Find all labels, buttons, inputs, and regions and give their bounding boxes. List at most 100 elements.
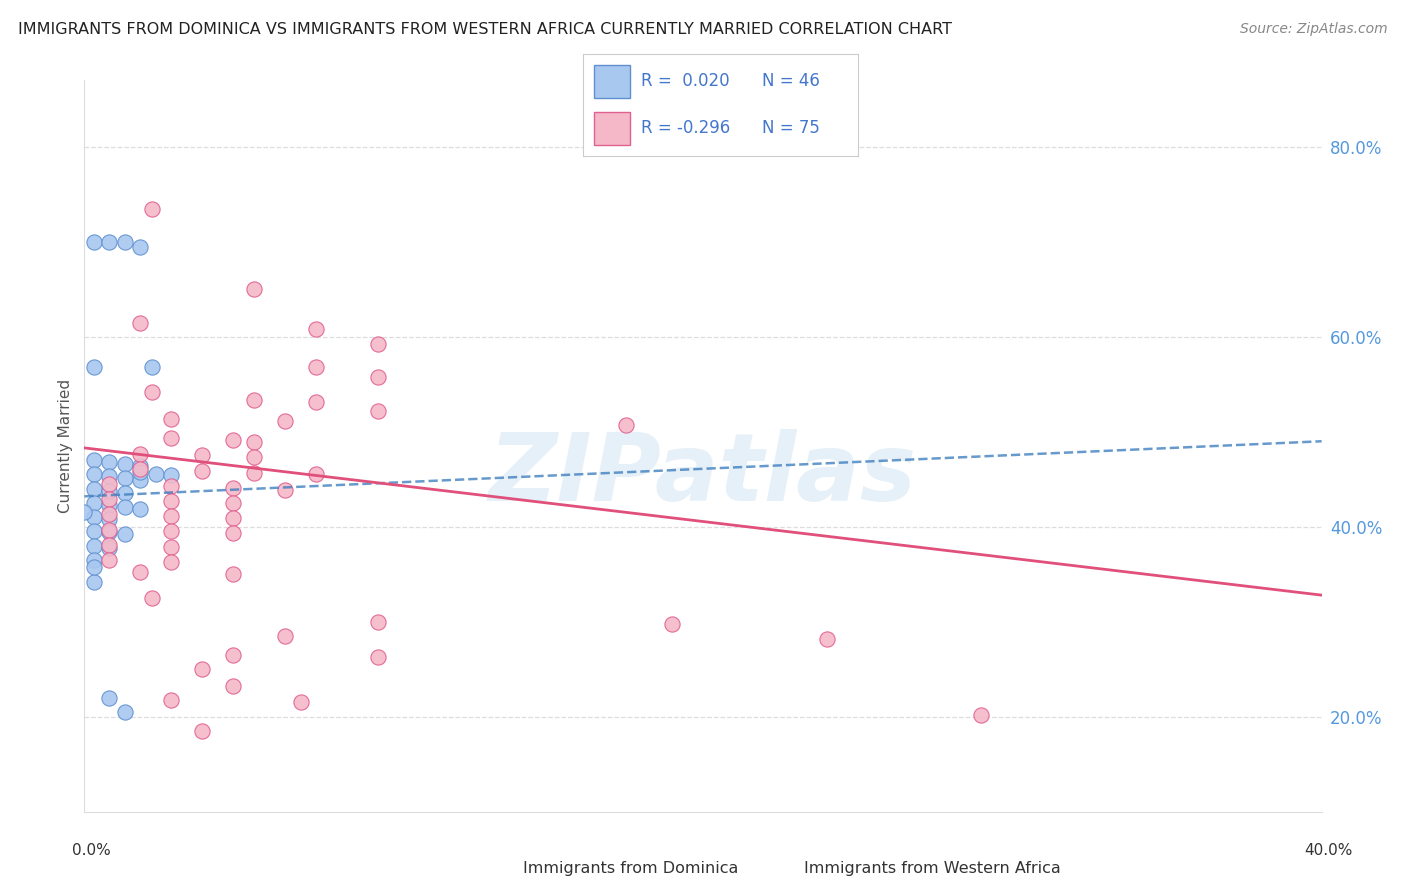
Point	[274, 629, 297, 643]
Y-axis label: Currently Married: Currently Married	[58, 379, 73, 513]
Point	[83, 510, 105, 524]
Text: R =  0.020: R = 0.020	[641, 72, 730, 90]
Point	[98, 498, 121, 512]
Point	[83, 467, 105, 482]
Text: N = 46: N = 46	[762, 72, 820, 90]
Point	[160, 692, 183, 706]
Point	[73, 506, 96, 520]
Point	[141, 202, 163, 216]
Text: ZIPatlas: ZIPatlas	[489, 429, 917, 521]
Point	[243, 435, 266, 450]
Point	[98, 538, 121, 552]
Point	[98, 541, 121, 555]
Text: Immigrants from Dominica: Immigrants from Dominica	[523, 862, 738, 876]
Point	[222, 648, 245, 662]
Point	[222, 481, 245, 495]
Point	[191, 662, 214, 676]
Point	[222, 679, 245, 693]
Point	[83, 235, 105, 249]
Text: R = -0.296: R = -0.296	[641, 120, 730, 137]
Point	[114, 500, 136, 514]
Point	[191, 723, 214, 738]
Point	[367, 404, 389, 418]
Point	[114, 235, 136, 249]
Point	[160, 494, 183, 508]
Point	[222, 511, 245, 525]
Point	[367, 615, 389, 629]
Point	[114, 527, 136, 541]
Point	[83, 553, 105, 567]
Point	[614, 418, 637, 433]
Text: N = 75: N = 75	[762, 120, 820, 137]
Point	[222, 434, 245, 448]
Point	[114, 471, 136, 485]
Point	[129, 566, 152, 580]
Point	[661, 616, 683, 631]
Text: IMMIGRANTS FROM DOMINICA VS IMMIGRANTS FROM WESTERN AFRICA CURRENTLY MARRIED COR: IMMIGRANTS FROM DOMINICA VS IMMIGRANTS F…	[18, 22, 952, 37]
Text: 0.0%: 0.0%	[72, 843, 111, 858]
Point	[98, 512, 121, 526]
Point	[98, 508, 121, 522]
Point	[290, 694, 312, 708]
Point	[191, 464, 214, 478]
FancyBboxPatch shape	[595, 112, 630, 145]
Point	[141, 591, 163, 605]
Point	[222, 496, 245, 510]
FancyBboxPatch shape	[595, 65, 630, 97]
Point	[367, 337, 389, 351]
Point	[129, 458, 152, 473]
Text: 40.0%: 40.0%	[1305, 843, 1353, 858]
Point	[83, 574, 105, 589]
Point	[160, 555, 183, 569]
Point	[114, 485, 136, 500]
Point	[145, 467, 167, 481]
Point	[83, 453, 105, 467]
Point	[222, 526, 245, 541]
Point	[367, 649, 389, 664]
Point	[98, 525, 121, 540]
Text: Source: ZipAtlas.com: Source: ZipAtlas.com	[1240, 22, 1388, 37]
Point	[114, 457, 136, 471]
Point	[160, 540, 183, 554]
Point	[160, 509, 183, 524]
Point	[98, 235, 121, 249]
Point	[83, 360, 105, 375]
Point	[98, 469, 121, 483]
Point	[98, 477, 121, 491]
Point	[160, 524, 183, 539]
Point	[83, 539, 105, 553]
Point	[243, 466, 266, 480]
Point	[98, 553, 121, 567]
Point	[129, 447, 152, 461]
Point	[129, 316, 152, 330]
Point	[129, 462, 152, 476]
Point	[141, 384, 163, 399]
Point	[305, 467, 328, 482]
Point	[160, 468, 183, 483]
Point	[305, 360, 328, 375]
Point	[160, 431, 183, 445]
Point	[274, 414, 297, 428]
Point	[243, 450, 266, 465]
Point	[243, 282, 266, 296]
Point	[98, 455, 121, 469]
Point	[83, 524, 105, 538]
Point	[83, 482, 105, 496]
Point	[160, 412, 183, 426]
Point	[222, 567, 245, 582]
Point	[83, 496, 105, 510]
Point	[274, 483, 297, 497]
Point	[367, 369, 389, 384]
Point	[98, 483, 121, 498]
Point	[160, 479, 183, 493]
Text: Immigrants from Western Africa: Immigrants from Western Africa	[804, 862, 1062, 876]
Point	[114, 705, 136, 719]
Point	[98, 523, 121, 537]
Point	[129, 239, 152, 253]
Point	[98, 690, 121, 705]
Point	[243, 393, 266, 408]
Point	[98, 492, 121, 507]
Point	[141, 360, 163, 375]
Point	[129, 465, 152, 479]
Point	[815, 632, 838, 646]
